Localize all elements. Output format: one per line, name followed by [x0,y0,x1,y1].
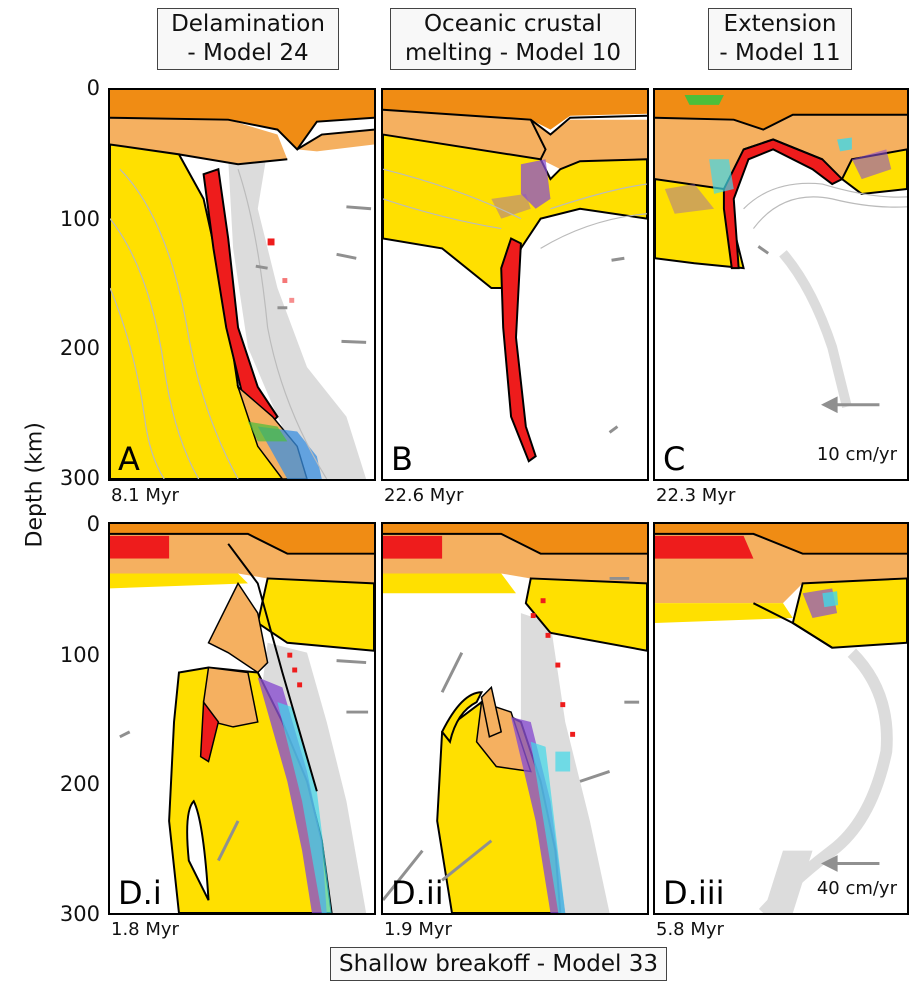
panel-a-model-plot [110,90,374,479]
panel-d-iii-velocity-scale: 40 cm/yr [816,878,897,899]
tick-top-300: 300 [59,466,100,490]
title-extension: Extension - Model 11 [708,8,852,70]
panel-b: B [381,88,649,481]
panel-d-ii-label: D.ii [391,874,444,912]
tick-bottom-300: 300 [59,902,100,926]
title-a-line2: - Model 24 [187,40,309,66]
title-b-line2: melting - Model 10 [404,40,622,66]
panel-d-iii-label: D.iii [663,874,725,912]
tick-bottom-0: 0 [86,512,100,536]
panel-d-ii-time: 1.9 Myr [384,919,452,940]
title-c-line1: Extension [723,11,837,37]
tick-top-0: 0 [86,76,100,100]
panel-d-ii-model-plot [383,524,647,913]
panel-a: A [108,88,376,481]
tick-bottom-200: 200 [59,772,100,796]
panel-c-model-plot [655,90,907,479]
title-delamination: Delamination - Model 24 [157,8,339,70]
title-c-line2: - Model 11 [719,40,841,66]
panel-d-iii: D.iii 40 cm/yr [653,522,909,915]
panel-c-time: 22.3 Myr [656,485,736,506]
panel-b-time: 22.6 Myr [384,485,464,506]
title-b-line1: Oceanic crustal [423,11,603,37]
panel-a-label: A [118,440,140,478]
title-oceanic-crustal-melting: Oceanic crustal melting - Model 10 [390,8,636,70]
tick-top-100: 100 [59,207,100,231]
panel-c: C 10 cm/yr [653,88,909,481]
panel-a-time: 8.1 Myr [111,485,179,506]
title-shallow-breakoff: Shallow breakoff - Model 33 [330,947,668,981]
tick-bottom-100: 100 [59,643,100,667]
panel-d-i-label: D.i [118,874,162,912]
title-a-line1: Delamination [171,11,325,37]
panel-c-label: C [663,440,686,478]
panel-d-i-time: 1.8 Myr [111,919,179,940]
panel-d-iii-time: 5.8 Myr [656,919,724,940]
panel-d-i: D.i [108,522,376,915]
tick-top-200: 200 [59,336,100,360]
panel-d-i-model-plot [110,524,374,913]
panel-d-iii-model-plot [655,524,907,913]
panel-d-ii: D.ii [381,522,649,915]
panel-b-model-plot [383,90,647,479]
panel-b-label: B [391,440,413,478]
panel-c-velocity-scale: 10 cm/yr [816,444,897,465]
